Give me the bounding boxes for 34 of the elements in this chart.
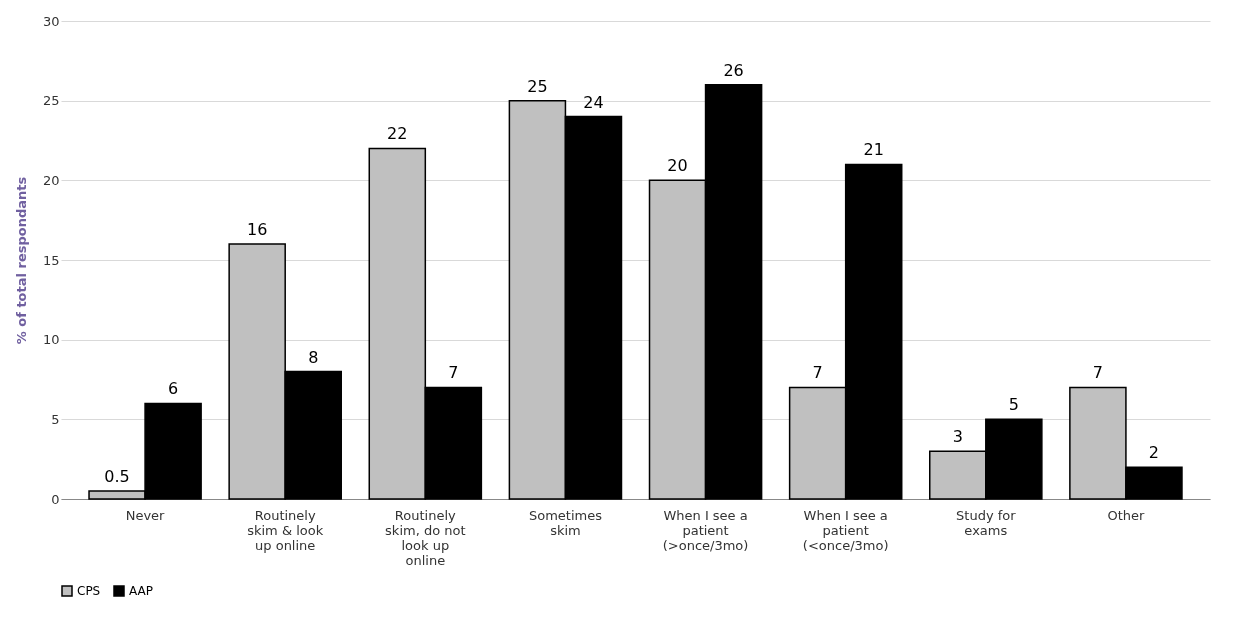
x-tick-label: Routinely skim, do not look up online xyxy=(385,507,466,568)
y-tick-label: 30 xyxy=(42,13,60,29)
y-tick-label: 0 xyxy=(51,491,60,507)
data-label: 5 xyxy=(1008,395,1019,415)
data-label: 26 xyxy=(723,60,744,80)
x-tick-label: When I see a patient (<once/3mo) xyxy=(802,507,889,553)
x-tick-label: Sometimes skim xyxy=(528,507,603,538)
data-label: 8 xyxy=(308,347,319,367)
data-label: 7 xyxy=(448,363,459,383)
y-tick-label: 20 xyxy=(42,172,60,188)
x-tick-label: When I see a patient (>once/3mo) xyxy=(662,507,749,553)
legend-label: CPS xyxy=(77,584,101,598)
data-label: 7 xyxy=(1092,363,1103,383)
y-tick-label: 15 xyxy=(42,252,60,268)
data-label: 20 xyxy=(667,156,688,176)
data-label: 6 xyxy=(168,379,179,399)
data-label: 21 xyxy=(863,140,884,160)
y-tick-label: 25 xyxy=(42,93,60,109)
data-label: 7 xyxy=(812,363,823,383)
x-tick-label: Never xyxy=(125,507,166,523)
y-tick-label: 5 xyxy=(51,411,60,427)
legend-label: AAP xyxy=(129,584,153,598)
data-label: 0.5 xyxy=(104,467,130,487)
x-tick-label: Routinely skim & look up online xyxy=(247,507,324,553)
data-label: 2 xyxy=(1148,443,1160,463)
data-label: 16 xyxy=(246,220,268,240)
data-label: 3 xyxy=(952,427,963,447)
data-label: 25 xyxy=(527,76,548,96)
x-tick-label: Other xyxy=(1107,507,1146,523)
data-label: 24 xyxy=(583,92,604,112)
data-label: 22 xyxy=(387,124,408,144)
y-axis-title: % of total respondants xyxy=(13,176,29,345)
y-tick-label: 10 xyxy=(42,332,60,348)
x-tick-label: Study for exams xyxy=(956,507,1017,538)
